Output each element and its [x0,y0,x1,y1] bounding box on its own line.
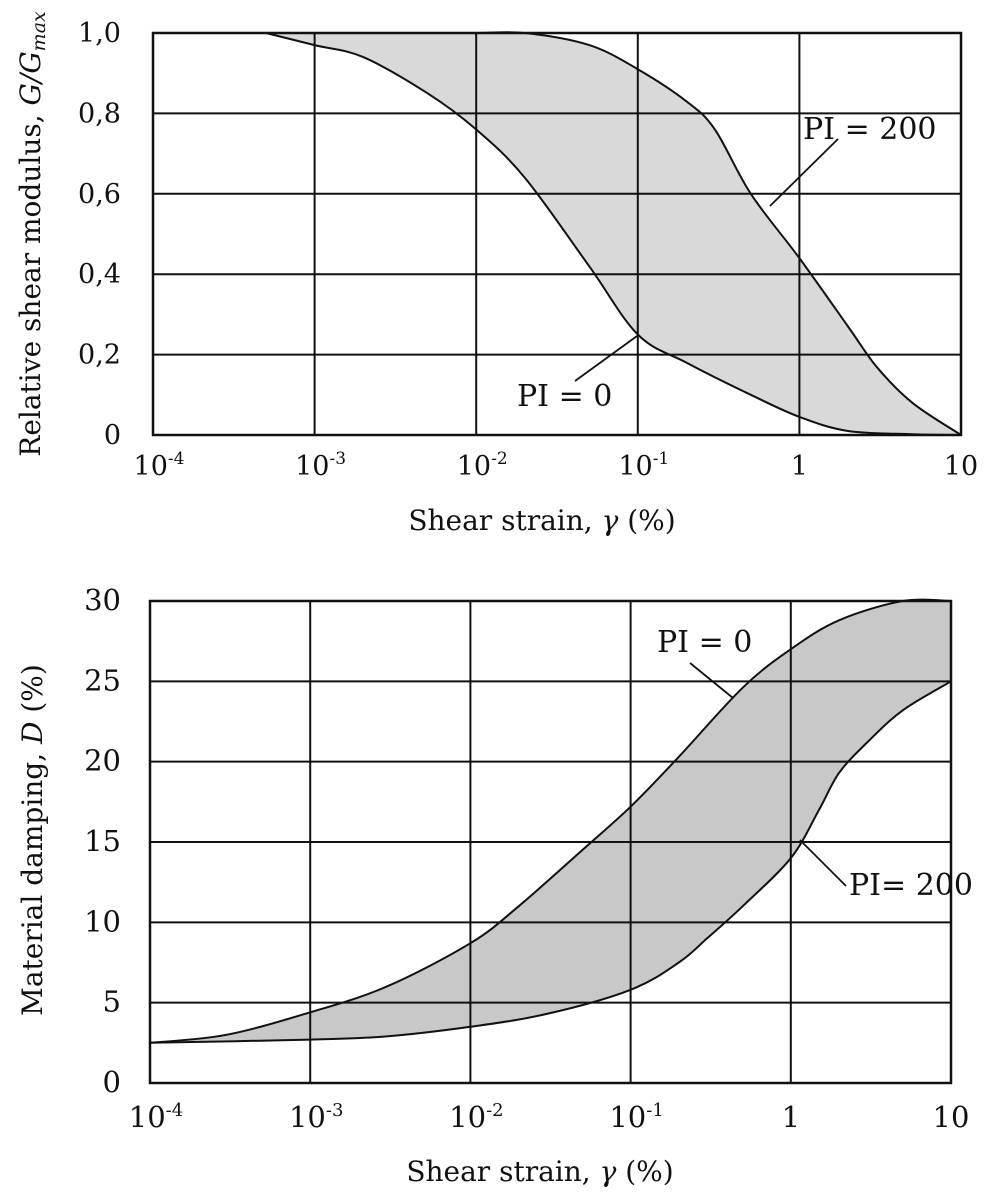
damping-x-tick-label: 1 [782,1100,800,1134]
damping-x-axis-label: Shear strain, γ (%) [406,1155,673,1188]
modulus-leader-pi-200 [769,138,839,207]
damping-leader-pi-0 [689,662,734,699]
modulus-y-tick-label: 0,6 [78,179,121,210]
damping-curve-pi-0 [149,598,952,1044]
modulus-y-tick-label: 0,4 [78,259,121,290]
modulus-x-tick-label: 10-2 [457,449,508,482]
modulus-y-axis-label: Relative shear modulus, G/Gmax [14,11,50,457]
modulus-x-tick-label: 10-1 [618,449,669,482]
damping-curve-pi-200 [149,680,952,1044]
damping-x-tick-label: 10-4 [129,1100,183,1134]
damping-x-tick-label: 10-1 [609,1100,663,1134]
damping-y-tick-label: 10 [84,904,121,938]
damping-y-tick-label: 30 [84,583,121,617]
damping-x-tick-label: 10-3 [289,1100,343,1134]
damping-y-tick-label: 0 [103,1065,121,1099]
modulus-y-tick-label: 0,8 [78,98,121,129]
modulus-chart: 0 0,2 0,4 0,6 0,8 1,0 10-4 10-3 10-2 10-1 1 10 PI … [14,11,978,537]
damping-band [150,599,951,1043]
damping-x-tick-label: 10 [933,1100,970,1134]
modulus-x-tick-label: 10-3 [295,449,346,482]
modulus-y-tick-label: 0 [104,420,121,451]
modulus-plot-frame [151,31,963,437]
modulus-x-tick-label: 10-4 [134,449,185,482]
damping-plot-frame [148,599,953,1085]
modulus-y-tick-label: 1,0 [78,18,121,49]
damping-x-tick-label: 10-2 [449,1100,503,1134]
modulus-curve-pi-0 [265,32,962,436]
modulus-label-pi-0: PI = 0 [517,379,612,414]
modulus-x-axis-label: Shear strain, γ (%) [408,504,675,537]
damping-y-tick-label: 15 [84,824,121,858]
damping-label-pi-0: PI = 0 [657,625,752,660]
modulus-x-tick-label: 10 [944,451,978,482]
modulus-band [266,32,961,435]
damping-y-tick-label: 25 [84,663,121,697]
damping-y-tick-label: 5 [103,985,121,1019]
damping-y-tick-label: 20 [84,744,121,778]
damping-y-ticks: 0 5 10 15 20 25 30 [84,583,121,1099]
damping-y-axis-label: Material damping, D (%) [16,664,49,1016]
damping-label-pi-200: PI= 200 [849,868,973,903]
damping-x-ticks: 10-4 10-3 10-2 10-1 1 10 [129,1100,970,1134]
modulus-leader-pi-0 [574,335,638,382]
modulus-y-ticks: 0 0,2 0,4 0,6 0,8 1,0 [78,18,121,451]
modulus-y-tick-label: 0,2 [78,340,121,371]
modulus-label-pi-200: PI = 200 [803,112,937,147]
damping-leader-pi-200 [799,839,847,887]
modulus-x-ticks: 10-4 10-3 10-2 10-1 1 10 [134,449,979,482]
modulus-x-tick-label: 1 [791,451,808,482]
